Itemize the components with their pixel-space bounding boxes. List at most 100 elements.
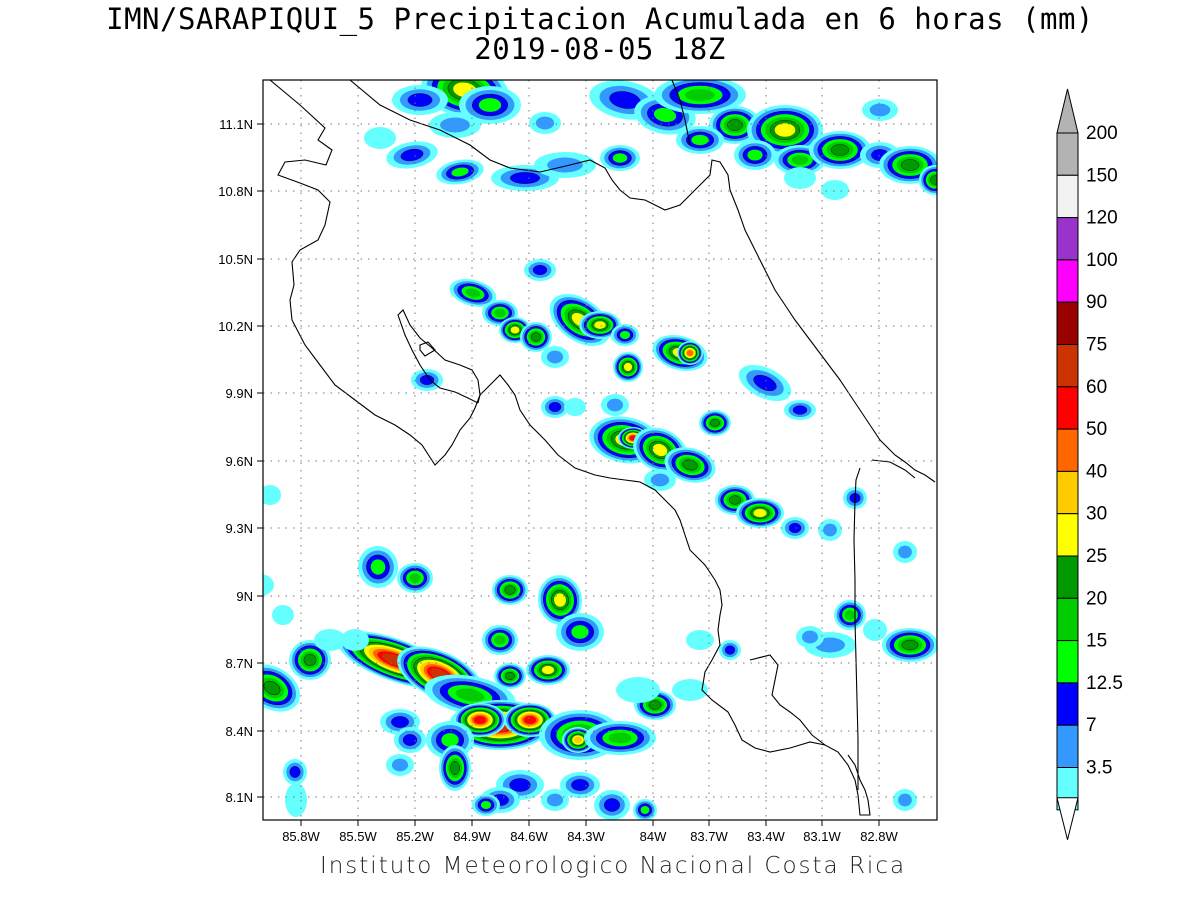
rain-cell — [524, 259, 556, 281]
rain-cell — [677, 341, 703, 365]
rain-cell — [272, 605, 294, 625]
rain-cell — [541, 346, 569, 368]
lon-axis: 85.8W 85.5W 85.2W 84.9W 84.6W 84.3W 84W 83.7W 83… — [282, 820, 899, 844]
rain-cell — [834, 600, 866, 630]
rain-cell — [809, 131, 871, 169]
rain-cell — [263, 485, 281, 505]
colorbar-swatch — [1056, 174, 1079, 219]
map-date: 2019-08-05 18Z — [474, 32, 726, 66]
colorbar-swatch — [1056, 470, 1079, 515]
lon-tick-label: 85.2W — [396, 829, 434, 844]
rain-cell — [893, 789, 917, 811]
rain-cell — [429, 112, 481, 138]
rain-cell — [520, 322, 552, 352]
map-area — [263, 80, 937, 820]
rain-cell — [459, 86, 521, 124]
lon-tick-label: 83.7W — [690, 829, 728, 844]
rain-cell — [436, 159, 484, 185]
rain-cell — [394, 727, 426, 753]
colorbar-swatch — [1056, 344, 1079, 388]
rain-cell — [482, 625, 518, 655]
rain-cell — [594, 790, 630, 820]
rain-cell — [699, 410, 731, 436]
rain-cell — [616, 677, 660, 703]
rain-cell — [796, 626, 824, 648]
lon-tick-label: 83.4W — [747, 829, 785, 844]
rain-cell — [863, 619, 887, 641]
colorbar-label: 200 — [1086, 123, 1118, 144]
rain-cell — [613, 352, 643, 382]
colorbar-label: 25 — [1086, 546, 1107, 567]
rain-cell — [411, 369, 443, 391]
colorbar-label: 30 — [1086, 504, 1107, 525]
lon-tick-label: 85.5W — [339, 829, 377, 844]
rain-cell — [314, 629, 346, 651]
colorbar-label: 7 — [1086, 715, 1097, 736]
rain-cell — [821, 180, 849, 200]
colorbar-swatch — [1056, 259, 1079, 303]
colorbar-label: 120 — [1086, 208, 1118, 229]
rain-cell — [664, 447, 716, 483]
lon-tick-label: 85.8W — [282, 829, 320, 844]
rain-cell — [541, 789, 569, 811]
rain-cell — [283, 759, 307, 785]
rain-cell — [285, 783, 307, 817]
lat-tick-label: 10.5N — [218, 252, 253, 267]
rain-cell — [529, 112, 561, 134]
rain-cell — [289, 640, 331, 680]
rain-cell — [541, 396, 569, 418]
rain-cell — [449, 278, 497, 308]
rain-cell — [579, 311, 621, 339]
rain-cell — [818, 519, 842, 541]
colorbar-swatch — [1056, 640, 1079, 684]
rain-cell — [644, 469, 676, 491]
rain-cell — [564, 398, 586, 416]
colorbar-label: 50 — [1086, 419, 1107, 440]
lon-tick-label: 82.8W — [860, 829, 898, 844]
lat-tick-label: 9.6N — [226, 454, 253, 469]
rain-cell — [263, 664, 301, 712]
colorbar-swatch — [1056, 428, 1079, 472]
rain-cell — [784, 167, 816, 189]
colorbar-label: 150 — [1086, 165, 1118, 186]
rain-cell — [633, 799, 657, 820]
colorbar-min-arrow — [1056, 797, 1079, 840]
colorbar-swatch — [1056, 724, 1079, 769]
lat-tick-label: 8.4N — [226, 724, 253, 739]
rain-cell — [560, 772, 600, 798]
rain-cell — [357, 546, 399, 588]
rain-cell — [738, 364, 792, 402]
rain-cell — [686, 630, 714, 650]
lon-tick-label: 84.6W — [510, 829, 548, 844]
rain-cell — [601, 394, 629, 416]
lat-tick-label: 11.1N — [219, 117, 253, 132]
colorbar-swatch — [1056, 682, 1079, 726]
colorbar: 200 150 120 100 90 75 60 50 40 30 25 20 15 12.5 7 3.5 — [1056, 88, 1123, 840]
colorbar-max-arrow — [1056, 88, 1079, 134]
colorbar-swatch — [1056, 597, 1079, 642]
rain-cell — [862, 99, 898, 121]
rain-cell — [736, 498, 784, 528]
rain-cell — [492, 575, 528, 605]
rain-cell — [919, 165, 937, 195]
rain-cell — [784, 400, 816, 420]
lon-tick-label: 84.9W — [453, 829, 491, 844]
colorbar-swatch — [1056, 301, 1079, 346]
rain-cell — [556, 613, 604, 651]
colorbar-swatch — [1056, 513, 1079, 557]
rain-cell — [893, 541, 917, 563]
colorbar-label: 40 — [1086, 461, 1107, 482]
rain-cell — [482, 300, 518, 326]
rain-cell — [676, 126, 724, 154]
colorbar-swatch — [1056, 132, 1079, 176]
colorbar-label: 90 — [1086, 292, 1107, 313]
footer-credit: Instituto Meteorologico Nacional Costa R… — [319, 853, 907, 879]
colorbar-swatch — [1056, 555, 1079, 599]
rain-cell — [584, 721, 656, 755]
rain-cell — [472, 794, 500, 816]
rain-cell — [534, 152, 596, 178]
colorbar-swatch — [1056, 386, 1079, 430]
rain-cell — [781, 517, 809, 539]
lat-tick-label: 10.2N — [218, 319, 253, 334]
